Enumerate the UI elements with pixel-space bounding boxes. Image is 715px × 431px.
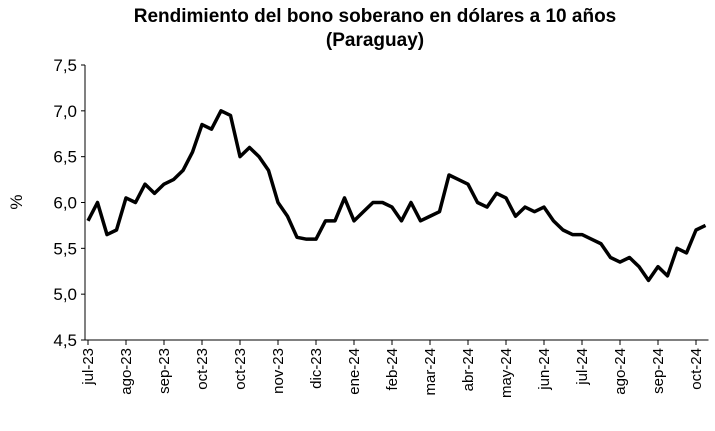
x-tick-label: ago-24 <box>612 348 629 395</box>
x-tick-label: jun-24 <box>536 348 553 391</box>
x-tick-label: jul-24 <box>574 348 591 386</box>
x-tick-label: oct-24 <box>688 348 705 390</box>
y-tick-label: 6,5 <box>53 148 77 167</box>
x-tick-label: may-24 <box>498 348 515 398</box>
x-tick-label: jul-23 <box>80 348 97 386</box>
x-tick-label: oct-23 <box>194 348 211 390</box>
x-tick-label: dic-23 <box>308 348 325 389</box>
x-tick-label: mar-24 <box>422 348 439 396</box>
y-tick-label: 5,5 <box>53 239 77 258</box>
x-tick-label: ene-24 <box>346 348 363 395</box>
y-tick-label: 7,5 <box>53 56 77 75</box>
x-tick-label: ago-23 <box>118 348 135 395</box>
x-tick-label: sep-23 <box>156 348 173 394</box>
chart-title: Rendimiento del bono soberano en dólares… <box>134 6 617 27</box>
data-line <box>86 109 707 283</box>
y-axis-label: % <box>7 194 26 209</box>
x-tick-label: feb-24 <box>384 348 401 391</box>
y-tick-label: 6,0 <box>53 194 77 213</box>
x-tick-label: nov-23 <box>270 348 287 394</box>
x-tick-label: sep-24 <box>650 348 667 394</box>
x-tick-label: abr-24 <box>460 348 477 391</box>
y-tick-label: 4,5 <box>53 331 77 350</box>
chart-title: (Paraguay) <box>326 30 424 51</box>
x-tick-label: oct-23 <box>232 348 249 390</box>
y-tick-label: 7,0 <box>53 102 77 121</box>
y-tick-label: 5,0 <box>53 285 77 304</box>
